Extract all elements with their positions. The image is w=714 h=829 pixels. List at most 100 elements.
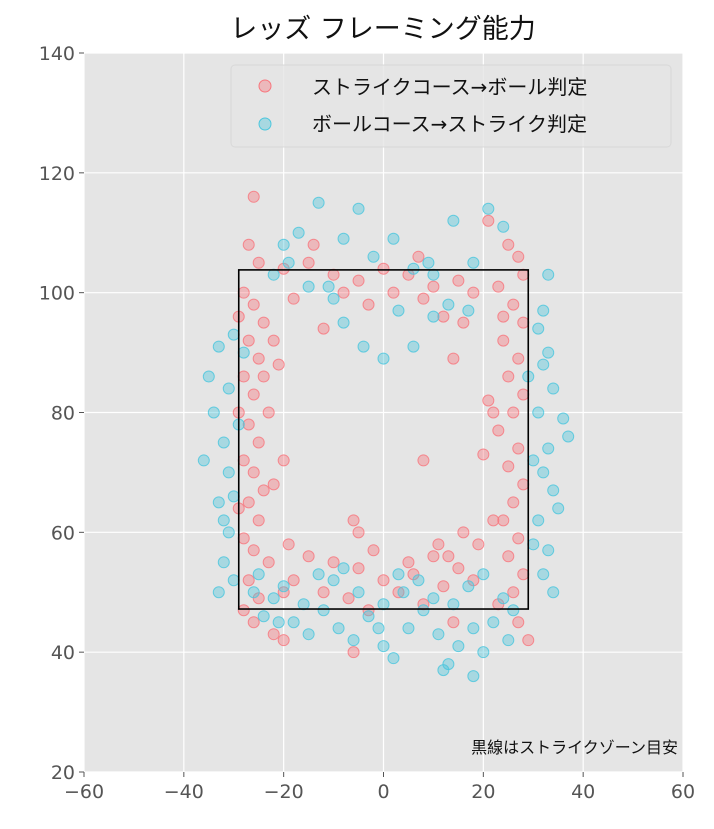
point-ball-to-strike	[372, 622, 385, 635]
point-ball-to-strike	[462, 580, 475, 593]
point-ball-to-strike	[377, 640, 390, 653]
point-ball-to-strike	[462, 304, 475, 317]
point-ball-to-strike	[252, 568, 265, 581]
point-strike-to-ball	[237, 370, 250, 383]
point-ball-to-strike	[552, 502, 565, 515]
point-ball-to-strike	[207, 406, 220, 419]
point-ball-to-strike	[442, 298, 455, 311]
point-ball-to-strike	[437, 664, 450, 677]
point-ball-to-strike	[337, 562, 350, 575]
point-ball-to-strike	[397, 586, 410, 599]
point-ball-to-strike	[417, 604, 430, 617]
point-strike-to-ball	[467, 286, 480, 299]
point-strike-to-ball	[307, 238, 320, 251]
point-ball-to-strike	[407, 262, 420, 275]
point-strike-to-ball	[497, 310, 510, 323]
point-ball-to-strike	[427, 268, 440, 281]
axis-ticks: −60 −40 −20 0 20 40 60 20 40 60 80 100 120 140	[39, 43, 695, 803]
point-ball-to-strike	[467, 256, 480, 269]
point-strike-to-ball	[512, 250, 525, 263]
point-ball-to-strike	[427, 592, 440, 605]
point-ball-to-strike	[302, 628, 315, 641]
point-strike-to-ball	[417, 292, 430, 305]
point-strike-to-ball	[492, 424, 505, 437]
point-ball-to-strike	[327, 574, 340, 587]
point-strike-to-ball	[237, 532, 250, 545]
x-tick-label: −40	[164, 781, 204, 803]
point-ball-to-strike	[352, 586, 365, 599]
point-strike-to-ball	[242, 574, 255, 587]
point-ball-to-strike	[337, 316, 350, 329]
point-ball-to-strike	[547, 484, 560, 497]
point-strike-to-ball	[507, 496, 520, 509]
point-strike-to-ball	[392, 586, 405, 599]
point-ball-to-strike	[527, 538, 540, 551]
point-strike-to-ball	[402, 556, 415, 569]
strike-zone-box	[237, 269, 530, 610]
point-ball-to-strike	[537, 358, 550, 371]
annotation: 黒線はストライクゾーン目安	[471, 738, 678, 757]
point-strike-to-ball	[252, 436, 265, 449]
point-ball-to-strike	[322, 280, 335, 293]
point-ball-to-strike	[542, 346, 555, 359]
point-ball-to-strike	[532, 514, 545, 527]
point-ball-to-strike	[267, 268, 280, 281]
point-strike-to-ball	[362, 298, 375, 311]
point-ball-to-strike	[202, 370, 215, 383]
point-strike-to-ball	[237, 604, 250, 617]
x-tick-label: −60	[64, 781, 104, 803]
point-strike-to-ball	[237, 454, 250, 467]
point-strike-to-ball	[387, 286, 400, 299]
point-ball-to-strike	[222, 466, 235, 479]
point-strike-to-ball	[352, 526, 365, 539]
y-tick-label: 80	[51, 403, 75, 425]
point-strike-to-ball	[517, 478, 530, 491]
point-strike-to-ball	[277, 454, 290, 467]
point-ball-to-strike	[362, 610, 375, 623]
point-strike-to-ball	[347, 514, 360, 527]
point-strike-to-ball	[517, 268, 530, 281]
point-strike-to-ball	[377, 262, 390, 275]
point-ball-to-strike	[377, 598, 390, 611]
point-ball-to-strike	[542, 442, 555, 455]
point-ball-to-strike	[197, 454, 210, 467]
point-strike-to-ball	[302, 256, 315, 269]
y-tick-label: 20	[51, 762, 75, 784]
point-strike-to-ball	[502, 370, 515, 383]
point-strike-to-ball	[482, 214, 495, 227]
y-tick-label: 60	[51, 522, 75, 544]
point-strike-to-ball	[247, 190, 260, 203]
point-ball-to-strike	[542, 544, 555, 557]
point-strike-to-ball	[457, 316, 470, 329]
point-strike-to-ball	[442, 550, 455, 563]
point-strike-to-ball	[452, 274, 465, 287]
point-ball-to-strike	[427, 310, 440, 323]
point-ball-to-strike	[482, 202, 495, 215]
y-tick-label: 40	[51, 642, 75, 664]
point-ball-to-strike	[447, 214, 460, 227]
legend: ストライクコース→ボール判定 ボールコース→ストライク判定	[230, 64, 672, 148]
point-ball-to-strike	[217, 556, 230, 569]
point-strike-to-ball	[457, 526, 470, 539]
point-ball-to-strike	[447, 598, 460, 611]
point-strike-to-ball	[237, 286, 250, 299]
point-strike-to-ball	[317, 322, 330, 335]
point-strike-to-ball	[427, 280, 440, 293]
point-ball-to-strike	[212, 586, 225, 599]
point-strike-to-ball	[257, 484, 270, 497]
point-ball-to-strike	[227, 490, 240, 503]
point-ball-to-strike	[532, 322, 545, 335]
point-ball-to-strike	[332, 622, 345, 635]
point-ball-to-strike	[507, 604, 520, 617]
point-strike-to-ball	[352, 274, 365, 287]
point-strike-to-ball	[247, 298, 260, 311]
point-ball-to-strike	[367, 250, 380, 263]
point-ball-to-strike	[217, 436, 230, 449]
point-ball-to-strike	[487, 616, 500, 629]
point-strike-to-ball	[287, 574, 300, 587]
legend-marker-strike-to-ball	[258, 79, 272, 93]
point-strike-to-ball	[367, 544, 380, 557]
point-ball-to-strike	[452, 640, 465, 653]
data-points	[197, 190, 575, 683]
x-tick-label: 40	[571, 781, 595, 803]
